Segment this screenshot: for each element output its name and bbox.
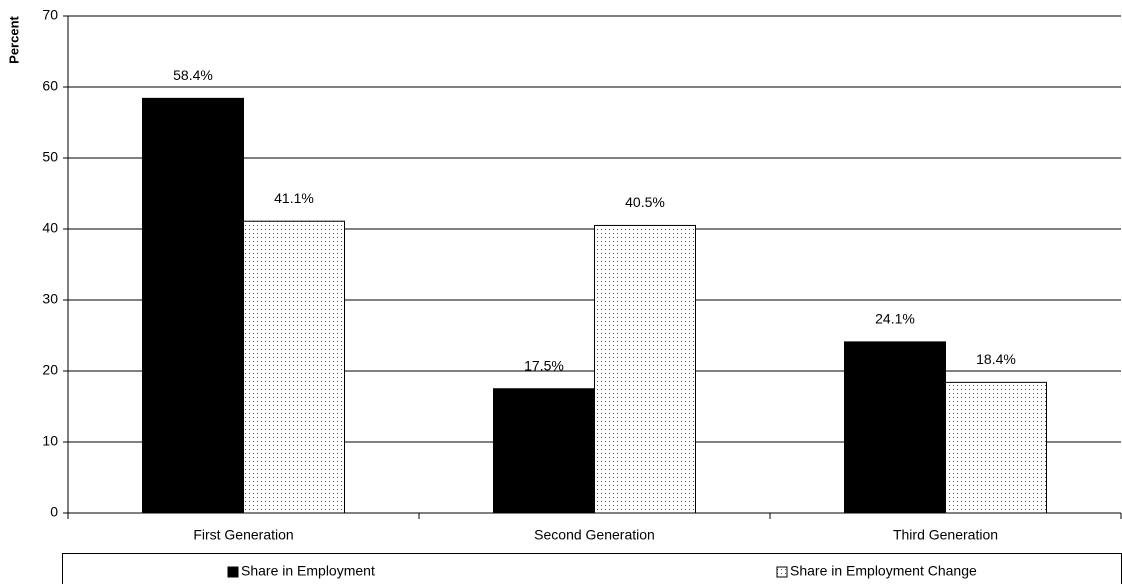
bar (844, 341, 946, 514)
bar (945, 381, 1047, 514)
x-tick-label: First Generation (193, 527, 293, 543)
y-tick-label: 0 (50, 504, 58, 520)
y-tick-label: 70 (42, 7, 58, 23)
value-label: 58.4% (173, 67, 213, 83)
y-tick-label: 30 (42, 291, 58, 307)
x-tick-label: Second Generation (534, 527, 655, 543)
value-label: 17.5% (524, 357, 564, 373)
y-tick-label: 10 (42, 433, 58, 449)
bar (142, 97, 244, 514)
value-label: 41.1% (274, 190, 314, 206)
value-label: 24.1% (875, 311, 915, 327)
value-label: 18.4% (976, 351, 1016, 367)
y-tick-label: 20 (42, 362, 58, 378)
bar (594, 224, 696, 514)
legend-label: Share in Employment (241, 563, 375, 579)
value-label: 40.5% (625, 194, 665, 210)
y-tick-label: 60 (42, 78, 58, 94)
legend-marker (227, 566, 239, 578)
legend-label: Share in Employment Change (790, 563, 977, 579)
y-tick-label: 40 (42, 220, 58, 236)
y-tick-label: 50 (42, 149, 58, 165)
bar (243, 220, 345, 514)
y-axis-label: Percent (6, 15, 21, 63)
x-tick-label: Third Generation (893, 527, 998, 543)
legend-marker (776, 566, 788, 578)
bar (493, 388, 595, 514)
